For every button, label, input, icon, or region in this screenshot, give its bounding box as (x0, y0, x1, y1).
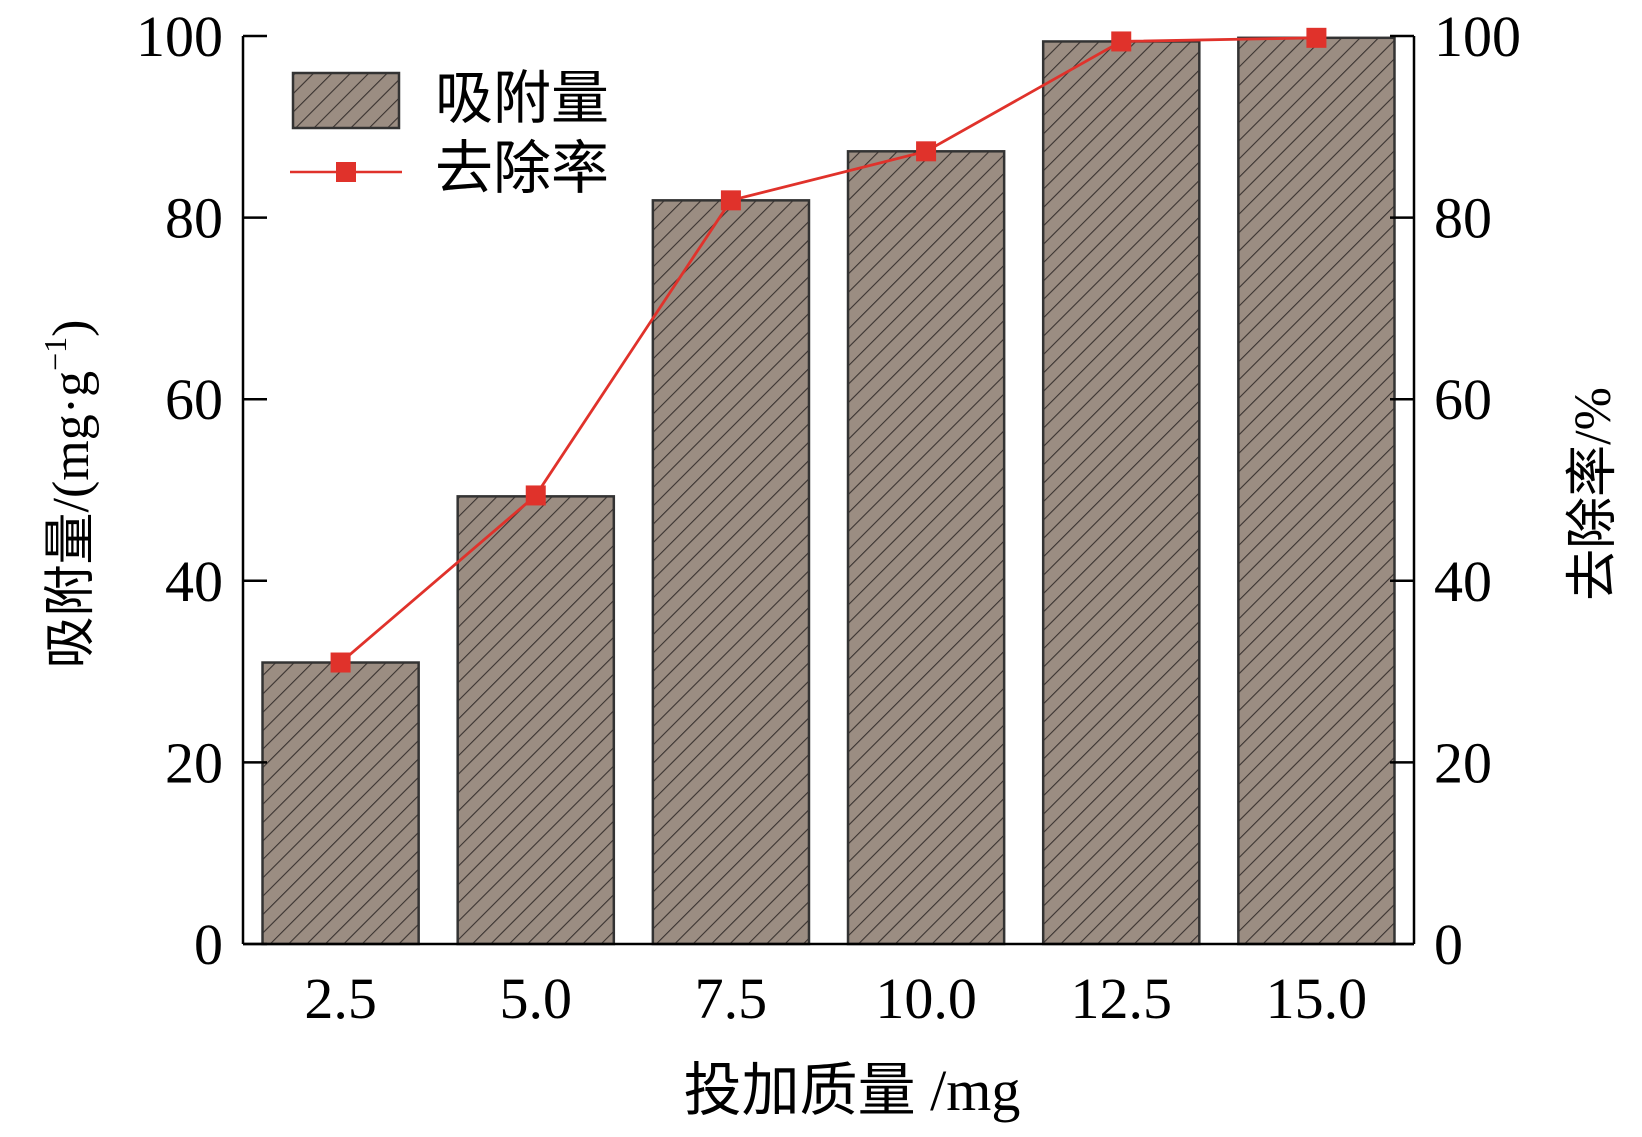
legend: 吸附量 去除率 (290, 66, 609, 201)
y-left-tick-label: 40 (165, 549, 223, 614)
y-right-tick-label: 20 (1434, 730, 1492, 795)
x-tick-label: 5.0 (500, 966, 573, 1031)
y-left-axis-title: 吸附量/(mg·g−1) (37, 320, 100, 669)
x-tick-label: 12.5 (1071, 966, 1173, 1031)
removal-rate-point-2.5 (330, 652, 351, 673)
y-right-tick-label: 100 (1434, 4, 1521, 69)
x-tick-label: 7.5 (695, 966, 768, 1031)
y-left-tick-label: 0 (194, 912, 223, 977)
removal-rate-point-12.5 (1111, 31, 1132, 52)
bar-5.0 (456, 495, 616, 946)
x-axis-title: 投加质量 /mg (684, 1058, 1021, 1123)
y-left-title-main: 吸附量/(mg·g (43, 371, 100, 669)
x-tick-label: 15.0 (1266, 966, 1368, 1031)
y-left-tick-label: 80 (165, 186, 223, 251)
bar-12.5 (1041, 40, 1201, 946)
y-left-tick-label: 60 (165, 367, 223, 432)
y-right-tick-label: 40 (1434, 549, 1492, 614)
removal-rate-point-15.0 (1306, 27, 1327, 48)
legend-line-label: 去除率 (435, 136, 609, 201)
bar-7.5 (651, 199, 811, 946)
removal-rate-point-7.5 (720, 190, 741, 211)
y-right-axis-title: 去除率/% (1565, 387, 1622, 601)
removal-rate-point-5.0 (525, 485, 546, 506)
y-left-title-close: ) (43, 320, 100, 337)
y-right-tick-label: 0 (1434, 912, 1463, 977)
y-left-tick-label: 20 (165, 730, 223, 795)
legend-line-marker (336, 162, 356, 182)
x-tick-label: 10.0 (875, 966, 977, 1031)
line-layer (330, 27, 1327, 673)
bars-layer (261, 36, 1396, 946)
removal-rate-point-10.0 (916, 141, 937, 162)
bar-10.0 (846, 150, 1006, 946)
y-right-tick-label: 80 (1434, 186, 1492, 251)
bar-2.5 (261, 661, 420, 946)
legend-bar-label: 吸附量 (435, 66, 609, 131)
ticks-layer: 0 20 40 60 80 100 0 20 40 60 80 100 2.5 5.0 7.5 10.0 12.… (136, 4, 1521, 1031)
axes-layer (241, 36, 1416, 946)
y-left-tick-label: 100 (136, 4, 223, 69)
x-tick-label: 2.5 (304, 966, 377, 1031)
y-left-title-sup: −1 (37, 337, 73, 371)
y-right-tick-label: 60 (1434, 367, 1492, 432)
legend-bar-swatch (291, 71, 401, 130)
bar-15.0 (1237, 36, 1396, 946)
removal-rate-line (339, 36, 1317, 664)
